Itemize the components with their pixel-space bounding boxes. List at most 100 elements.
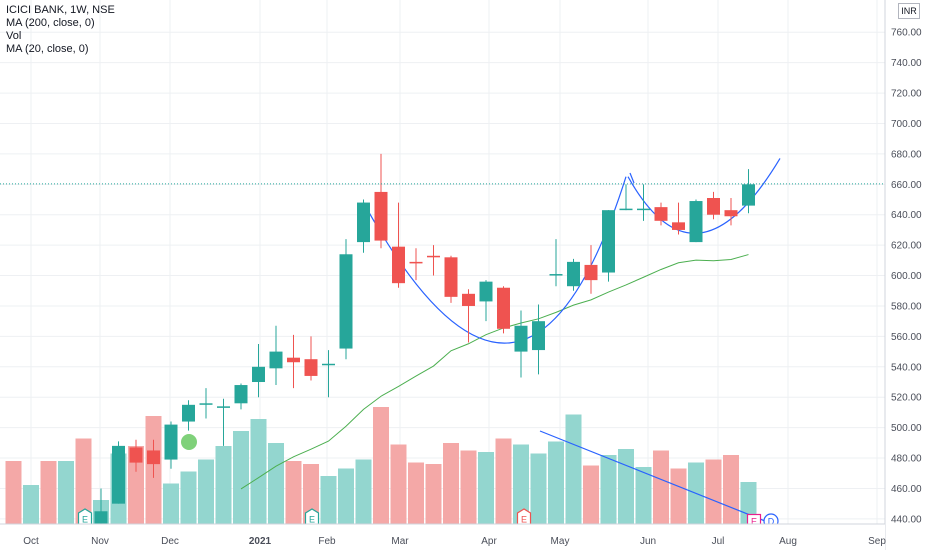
x-tick-label: Oct xyxy=(23,536,39,547)
y-tick-label: 560.00 xyxy=(891,332,922,343)
x-tick-label: 2021 xyxy=(249,536,272,547)
candle-body xyxy=(339,254,353,349)
volume-bar xyxy=(635,467,652,524)
candle-body xyxy=(742,184,755,206)
x-tick-label: May xyxy=(551,536,570,547)
x-tick-label: Sep xyxy=(868,536,886,547)
candle-body xyxy=(584,264,598,281)
candle-body xyxy=(602,210,615,273)
volume-bar xyxy=(583,465,599,524)
volume-bar xyxy=(705,459,722,524)
candle-body xyxy=(654,207,668,221)
earnings-marker-label: E xyxy=(751,517,757,527)
candle-body xyxy=(304,359,318,376)
symbol-title[interactable]: ICICI BANK, 1W, NSE xyxy=(6,4,115,16)
candle-body xyxy=(287,357,300,363)
ma20-legend[interactable]: MA (20, close, 0) xyxy=(6,43,89,55)
volume-bar xyxy=(495,438,512,524)
y-tick-label: 520.00 xyxy=(891,393,922,404)
candle-body xyxy=(427,255,440,258)
earnings-marker-label: D xyxy=(768,517,775,527)
volume-bar xyxy=(58,461,74,524)
x-tick-label: Jun xyxy=(640,536,656,547)
y-tick-label: 760.00 xyxy=(891,28,922,39)
volume-bar xyxy=(180,471,197,524)
volume-bar xyxy=(40,461,57,524)
volume-bar xyxy=(653,450,669,524)
earnings-marker[interactable]: E xyxy=(77,508,93,526)
signal-dot xyxy=(181,434,197,450)
earnings-marker-label: E xyxy=(82,515,88,525)
volume-bar xyxy=(478,452,494,524)
volume-bar xyxy=(128,446,144,524)
x-tick-label: Mar xyxy=(391,536,409,547)
candle-body xyxy=(672,222,685,230)
y-tick-label: 740.00 xyxy=(891,58,922,69)
x-tick-label: Dec xyxy=(161,536,179,547)
x-tick-label: Apr xyxy=(481,536,497,547)
volume-legend[interactable]: Vol xyxy=(6,30,22,42)
x-tick-label: Nov xyxy=(91,536,109,547)
volume-bar xyxy=(268,443,284,524)
grid-layer xyxy=(0,0,885,524)
volume-bar xyxy=(408,462,424,524)
candle-body xyxy=(199,403,213,405)
candle-body xyxy=(322,363,335,366)
volume-bar xyxy=(373,407,389,524)
candle-body xyxy=(392,246,405,284)
candle-body xyxy=(724,210,738,217)
earnings-marker-label: E xyxy=(309,515,315,525)
candle-body xyxy=(409,261,423,264)
candle-body xyxy=(217,406,230,408)
candle-body xyxy=(444,257,458,297)
volume-bar xyxy=(285,461,302,524)
candle-body xyxy=(707,198,720,215)
volume-bar xyxy=(390,444,407,524)
candle-layer xyxy=(94,153,755,528)
candle-body xyxy=(269,351,283,369)
volume-bar xyxy=(460,450,477,524)
candle-body xyxy=(164,424,178,460)
volume-bar xyxy=(723,455,739,524)
y-tick-label: 500.00 xyxy=(891,423,922,434)
volume-bar xyxy=(740,482,757,524)
y-tick-label: 660.00 xyxy=(891,180,922,191)
candle-body xyxy=(689,201,703,243)
candle-body xyxy=(532,321,545,351)
candle-body xyxy=(94,511,108,524)
candle-body xyxy=(147,450,160,465)
earnings-marker[interactable]: E xyxy=(516,508,532,526)
volume-bar xyxy=(320,476,337,524)
y-tick-label: 680.00 xyxy=(891,149,922,160)
x-tick-label: Aug xyxy=(779,536,797,547)
moving-average-layer xyxy=(240,254,749,490)
currency-label[interactable]: INR xyxy=(898,3,920,19)
volume-bar xyxy=(250,419,267,524)
volume-bar xyxy=(513,444,529,524)
ma20-line xyxy=(240,254,749,490)
candle-body xyxy=(374,191,388,241)
x-tick-label: Jul xyxy=(712,536,725,547)
y-tick-label: 460.00 xyxy=(891,484,922,495)
volume-bar xyxy=(5,461,22,524)
y-tick-label: 640.00 xyxy=(891,210,922,221)
candle-body xyxy=(129,447,143,463)
y-tick-label: 700.00 xyxy=(891,119,922,130)
y-tick-label: 620.00 xyxy=(891,241,922,252)
candle-body xyxy=(182,404,195,422)
volume-bar xyxy=(215,446,232,524)
volume-bar xyxy=(600,455,617,524)
volume-bar xyxy=(338,468,354,524)
earnings-marker-shape xyxy=(77,508,93,526)
volume-layer xyxy=(5,407,757,524)
handle-curve xyxy=(627,158,781,234)
earnings-marker-shape xyxy=(516,508,532,526)
candle-body xyxy=(479,281,493,302)
earnings-marker[interactable]: E xyxy=(304,508,320,526)
ma200-legend[interactable]: MA (200, close, 0) xyxy=(6,17,95,29)
candle-body xyxy=(112,445,125,504)
candle-body xyxy=(234,385,248,404)
